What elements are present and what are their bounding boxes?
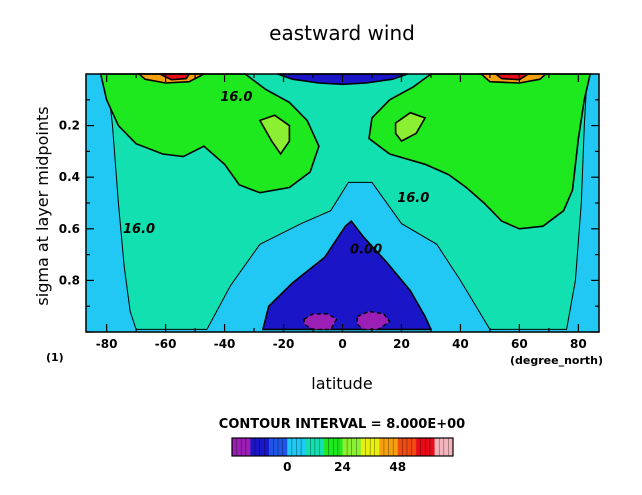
region-easterly-surface: [261, 219, 433, 331]
y-tick-label: 0.6: [59, 222, 80, 236]
x-axis-label: latitude: [311, 374, 372, 393]
region-easterly-core-west: [303, 313, 338, 331]
colorbar: 0 24 48: [231, 437, 454, 474]
y-tick-label: 0.4: [59, 170, 80, 184]
x-tick-label: 80: [570, 337, 587, 351]
y-axis-label: sigma at layer midpoints: [33, 106, 52, 305]
region-green-east: [368, 73, 592, 230]
axes: -80 -60 -40 -20 0 20 40 60 80 0.2 0.4 0.6 0.8: [59, 73, 600, 351]
x-tick-label: 0: [338, 337, 346, 351]
contour-label: 16.0: [123, 222, 155, 237]
x-tick-label: -60: [155, 337, 177, 351]
colorbar-tick-label: 24: [334, 460, 351, 474]
x-tick-label: -20: [273, 337, 295, 351]
region-jet-core-west: [258, 114, 291, 156]
colorbar-tick-label: 0: [283, 460, 291, 474]
chart-title: eastward wind: [269, 21, 415, 45]
x-tick-label: -40: [214, 337, 236, 351]
x-axis-units: (degree_north): [510, 354, 603, 367]
y-tick-label: 0.8: [59, 273, 80, 287]
y-tick-label: 0.2: [59, 119, 80, 133]
region-easterly-core-east: [356, 310, 391, 331]
contour-label: 16.0: [397, 191, 429, 206]
contour-plot: 16.0 16.0 16.0 0.00: [86, 73, 599, 332]
colorbar-tick-label: 48: [389, 460, 406, 474]
contour-label: 0.00: [350, 242, 382, 257]
x-tick-label: 20: [393, 337, 410, 351]
contour-label: 16.0: [220, 90, 252, 105]
region-jet-core-east: [394, 111, 427, 143]
x-tick-label: 40: [452, 337, 469, 351]
x-tick-label: 60: [511, 337, 528, 351]
contour-interval-label: CONTOUR INTERVAL = 8.000E+00: [219, 417, 465, 432]
x-tick-label: -80: [96, 337, 118, 351]
region-green-west: [99, 73, 320, 194]
frame-label: (1): [46, 351, 64, 364]
